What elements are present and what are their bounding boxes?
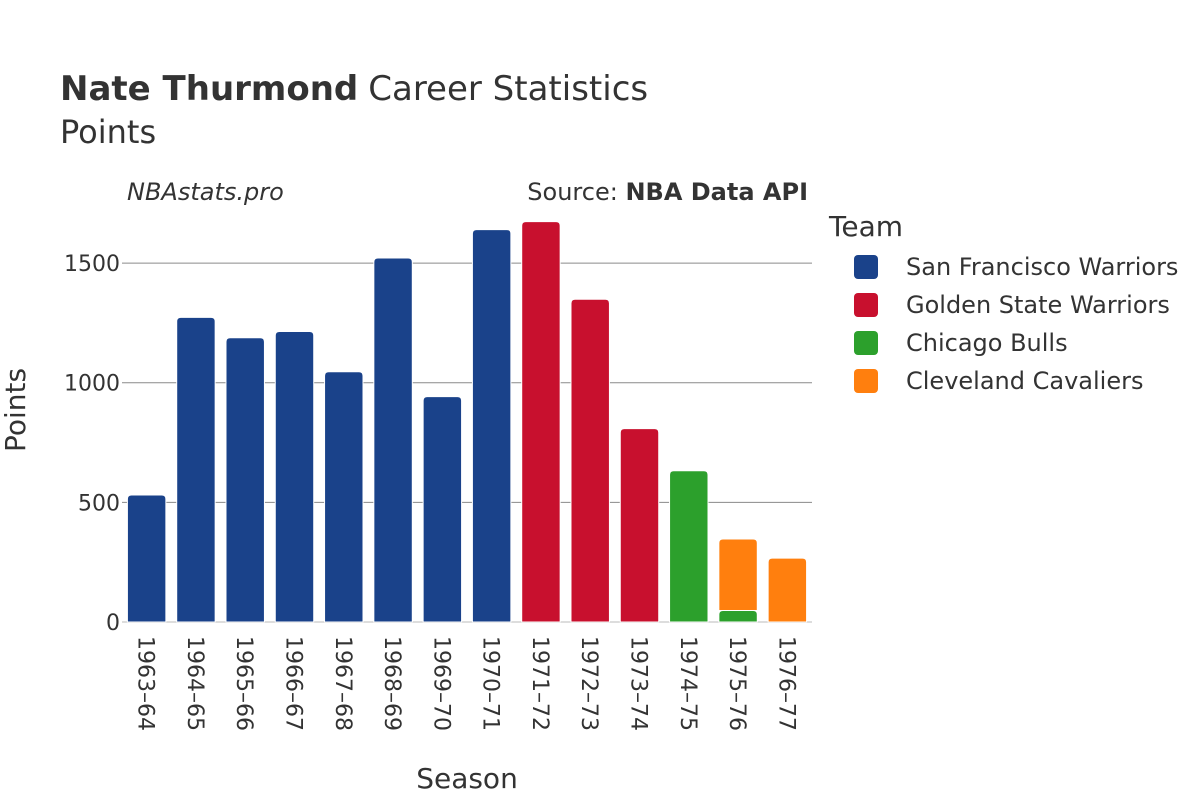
bar-1965–66-series-0 bbox=[225, 337, 265, 623]
bar-1975–76-series-3 bbox=[718, 538, 758, 612]
legend-label: San Francisco Warriors bbox=[906, 253, 1178, 281]
chart-title: Nate Thurmond Career Statistics bbox=[60, 69, 648, 109]
legend-swatch bbox=[854, 331, 878, 355]
bar-1974–75-series-2 bbox=[669, 470, 709, 623]
y-tick-label: 500 bbox=[78, 491, 120, 516]
x-tick-label: 1971–72 bbox=[527, 636, 552, 731]
bar-1970–71-series-0 bbox=[471, 229, 512, 623]
credit-source: Source: NBA Data API bbox=[527, 178, 808, 206]
x-tick-label: 1972–73 bbox=[576, 636, 601, 731]
bar-1969–70-series-0 bbox=[422, 396, 463, 623]
y-axis-ticks: 0 500 1000 1500 bbox=[64, 252, 120, 636]
bar-1972–73-series-1 bbox=[570, 298, 610, 623]
bar-1968–69-series-0 bbox=[373, 257, 413, 623]
title-player: Nate Thurmond bbox=[60, 69, 358, 109]
bar-1975–76-series-2 bbox=[718, 610, 758, 623]
x-axis-ticks: 1963–64 1964–65 1965–66 1966–67 1967–68 1968–… bbox=[133, 636, 799, 731]
y-tick-label: 1000 bbox=[64, 372, 120, 397]
chart-subtitle: Points bbox=[60, 113, 156, 151]
credit-source-name: NBA Data API bbox=[625, 178, 808, 206]
x-tick-label: 1967–68 bbox=[330, 636, 355, 731]
bar-1967–68-series-0 bbox=[324, 371, 364, 623]
legend-swatch bbox=[854, 293, 878, 317]
x-tick-label: 1969–70 bbox=[428, 636, 453, 731]
bar-1963–64-series-0 bbox=[126, 494, 167, 623]
y-tick-label: 0 bbox=[106, 611, 120, 636]
y-tick-label: 1500 bbox=[64, 252, 120, 277]
x-tick-label: 1964–65 bbox=[182, 636, 207, 731]
bar-1966–67-series-0 bbox=[274, 331, 315, 623]
x-tick-label: 1976–77 bbox=[773, 636, 798, 731]
x-tick-label: 1963–64 bbox=[133, 636, 158, 731]
legend-swatch bbox=[854, 369, 878, 393]
x-axis-title: Season bbox=[416, 762, 518, 795]
bar-1976–77-series-3 bbox=[767, 557, 808, 623]
x-tick-label: 1973–74 bbox=[626, 636, 651, 731]
bar-1973–74-series-1 bbox=[619, 428, 660, 623]
bar-1964–65-series-0 bbox=[176, 316, 216, 623]
legend: Team San Francisco Warriors Golden State … bbox=[828, 210, 1178, 395]
legend-label: Chicago Bulls bbox=[906, 329, 1068, 357]
x-tick-label: 1974–75 bbox=[675, 636, 700, 731]
x-tick-label: 1965–66 bbox=[231, 636, 256, 731]
x-tick-label: 1966–67 bbox=[281, 636, 306, 731]
legend-label: Cleveland Cavaliers bbox=[906, 367, 1143, 395]
x-tick-label: 1970–71 bbox=[478, 636, 503, 731]
credit-site: NBAstats.pro bbox=[127, 178, 284, 206]
y-axis-title: Points bbox=[0, 368, 32, 452]
legend-items: San Francisco Warriors Golden State Warri… bbox=[854, 253, 1178, 395]
x-tick-label: 1975–76 bbox=[724, 636, 749, 731]
bars bbox=[126, 221, 808, 623]
x-tick-label: 1968–69 bbox=[379, 636, 404, 731]
title-rest: Career Statistics bbox=[368, 69, 648, 109]
legend-title: Team bbox=[828, 210, 903, 243]
legend-label: Golden State Warriors bbox=[906, 291, 1170, 319]
bar-1971–72-series-1 bbox=[521, 221, 561, 623]
legend-swatch bbox=[854, 255, 878, 279]
credit-source-prefix: Source: bbox=[527, 178, 625, 206]
